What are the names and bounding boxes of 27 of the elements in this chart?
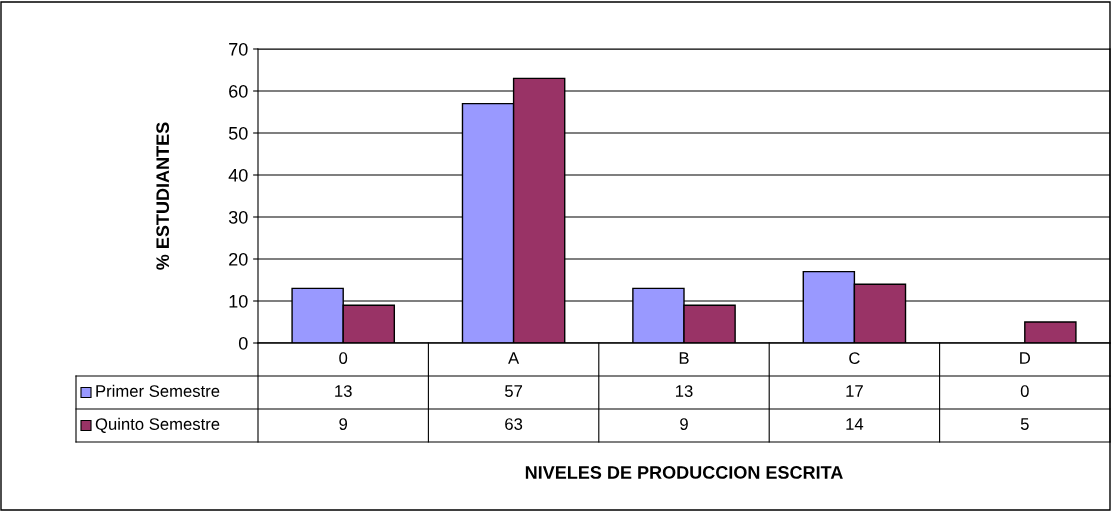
text: NIVELES DE PRODUCCION ESCRITA xyxy=(525,466,843,479)
x-tick-label: D xyxy=(1020,352,1031,364)
y-axis-title: % ESTUDIANTES xyxy=(156,122,170,270)
data-label: 14 xyxy=(846,418,864,430)
x-tick-label: C xyxy=(849,352,860,364)
data-label: 0 xyxy=(1020,385,1029,397)
data-label: 63 xyxy=(505,418,523,430)
y-tick-label: 60 xyxy=(229,84,248,98)
x-tick-label: 0 xyxy=(339,352,348,364)
data-label: 57 xyxy=(505,385,523,397)
y-tick-label: 70 xyxy=(229,42,248,56)
data-label: 5 xyxy=(1020,418,1029,430)
legend-label: Quinto Semestre xyxy=(95,417,220,433)
data-label: 9 xyxy=(680,418,688,430)
x-tick-label: A xyxy=(508,352,520,364)
y-tick-label: 30 xyxy=(228,210,248,224)
legend-label: Primer Semestre xyxy=(96,384,220,397)
data-label: 13 xyxy=(335,385,352,397)
y-tick-label: 20 xyxy=(229,252,248,266)
y-tick-label: 40 xyxy=(228,168,248,182)
data-label: 17 xyxy=(846,385,863,397)
y-tick-label: 10 xyxy=(229,294,248,308)
y-tick-label: 50 xyxy=(228,126,248,140)
data-label: 9 xyxy=(339,418,348,430)
data-label: 13 xyxy=(676,385,693,397)
x-tick-label: B xyxy=(679,352,689,364)
y-tick-label: 0 xyxy=(238,336,248,350)
